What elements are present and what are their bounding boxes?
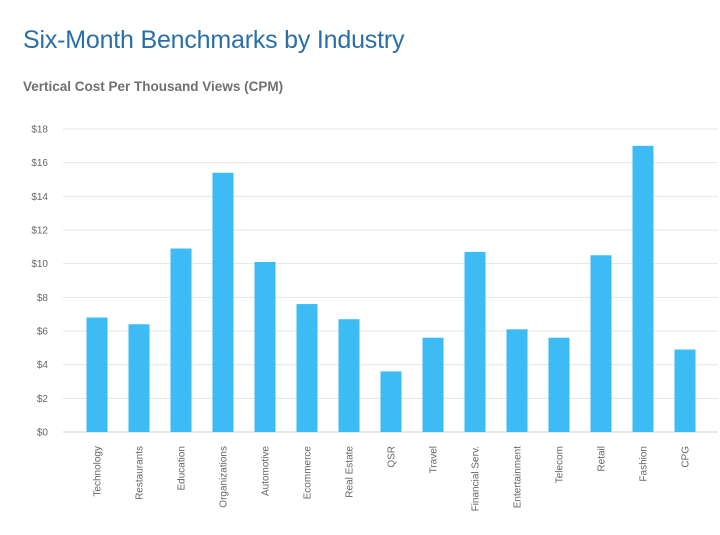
y-tick-label: $6 (37, 327, 49, 338)
chart-subtitle: Vertical Cost Per Thousand Views (CPM) (23, 79, 284, 94)
y-tick-label: $8 (37, 293, 49, 304)
bar-restaurants (128, 324, 150, 432)
page-title: Six-Month Benchmarks by Industry (23, 26, 405, 54)
bar-qsr (380, 371, 402, 432)
bar-telecom (548, 337, 570, 432)
x-tick-label: Financial Serv. (471, 446, 482, 511)
bar-organizations (212, 172, 234, 432)
x-axis-ticks: Technology Restaurants Education Organizati… (93, 446, 692, 512)
bar-real-estate (338, 319, 360, 432)
x-tick-label: Entertainment (513, 446, 524, 508)
x-tick-label: Real Estate (345, 446, 356, 498)
bars (86, 145, 696, 433)
y-tick-label: $16 (31, 158, 48, 169)
bar-entertainment (506, 329, 528, 432)
x-tick-label: Restaurants (135, 446, 146, 500)
x-tick-label: Organizations (219, 446, 230, 508)
x-tick-label: Telecom (555, 446, 566, 483)
x-tick-label: CPG (681, 446, 692, 468)
bar-financial-serv (464, 251, 486, 432)
y-axis-ticks: $0 $2 $4 $6 $8 $10 $12 $14 $16 $18 (31, 125, 48, 439)
y-tick-label: $2 (37, 394, 49, 405)
y-tick-label: $18 (31, 125, 48, 136)
bar-cpg (674, 349, 696, 432)
y-tick-label: $10 (31, 259, 48, 270)
y-tick-label: $4 (37, 360, 49, 371)
bar-ecommerce (296, 304, 318, 432)
x-tick-label: Education (177, 446, 188, 490)
bar-travel (422, 337, 444, 432)
bar-automotive (254, 261, 276, 432)
x-tick-label: Travel (429, 446, 440, 473)
y-tick-label: $14 (31, 192, 48, 203)
bar-technology (86, 317, 108, 432)
x-tick-label: Automotive (261, 446, 272, 496)
bar-retail (590, 255, 612, 432)
x-tick-label: Retail (597, 446, 608, 472)
bar-education (170, 248, 192, 432)
x-tick-label: Ecommerce (303, 446, 314, 500)
bar-fashion (632, 145, 654, 433)
x-tick-label: QSR (387, 446, 398, 468)
y-tick-label: $0 (37, 428, 49, 439)
x-tick-label: Fashion (639, 446, 650, 482)
x-tick-label: Technology (93, 446, 104, 497)
y-tick-label: $12 (31, 226, 48, 237)
